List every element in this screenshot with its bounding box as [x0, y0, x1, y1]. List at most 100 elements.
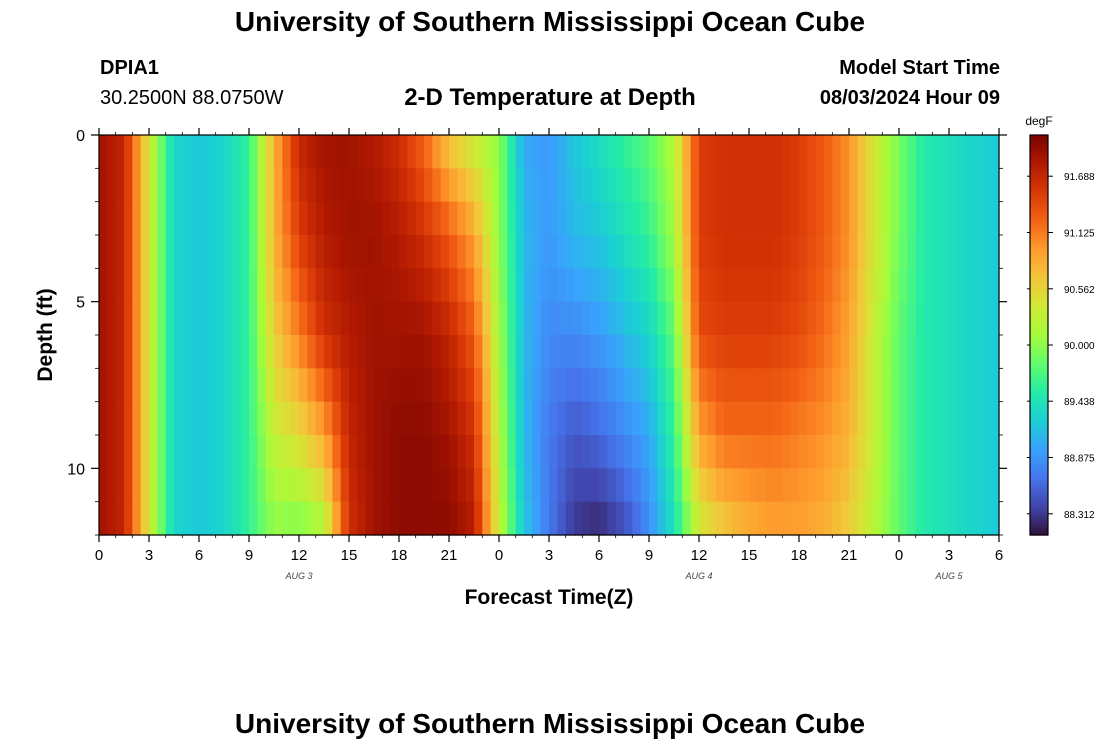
heatmap-cell: [274, 335, 283, 369]
heatmap-cell: [649, 168, 658, 203]
heatmap-cell: [507, 268, 517, 303]
heatmap-cell: [615, 501, 625, 536]
heatmap-cell: [990, 135, 1000, 169]
colorbar-segment: [1030, 321, 1048, 326]
heatmap-cell: [424, 501, 433, 536]
heatmap-cell: [265, 501, 275, 536]
heatmap-cell: [757, 168, 767, 203]
heatmap-cell: [149, 301, 158, 336]
heatmap-cell: [424, 435, 433, 469]
heatmap-cell: [607, 135, 617, 169]
heatmap-cell: [349, 268, 358, 303]
heatmap-cell: [774, 368, 783, 403]
heatmap-cell: [457, 235, 467, 269]
heatmap-cell: [932, 235, 942, 269]
heatmap-cell: [590, 501, 600, 536]
heatmap-cell: [340, 368, 350, 403]
heatmap-cell: [765, 335, 775, 369]
heatmap-cell: [224, 335, 233, 369]
heatmap-cell: [315, 135, 325, 169]
heatmap-cell: [240, 468, 250, 503]
heatmap-cell: [815, 235, 825, 269]
heatmap-cell: [824, 368, 833, 403]
colorbar-segment: [1030, 388, 1048, 393]
colorbar-segment: [1030, 325, 1048, 329]
heatmap-cell: [932, 468, 942, 503]
colorbar-segment: [1030, 371, 1048, 376]
heatmap-cell: [965, 201, 975, 236]
heatmap-cell: [615, 135, 625, 169]
heatmap-cell: [640, 501, 650, 536]
heatmap-cell: [374, 235, 383, 269]
heatmap-cell: [415, 368, 425, 403]
heatmap-cell: [690, 301, 700, 336]
heatmap-cell: [157, 201, 167, 236]
heatmap-cell: [665, 135, 675, 169]
heatmap-cell: [482, 435, 492, 469]
heatmap-cell: [832, 301, 842, 336]
heatmap-cell: [707, 168, 717, 203]
heatmap-cell: [982, 235, 992, 269]
heatmap-cell: [765, 368, 775, 403]
heatmap-cell: [507, 368, 517, 403]
heatmap-cell: [174, 435, 183, 469]
heatmap-cell: [224, 235, 233, 269]
heatmap-cell: [290, 135, 300, 169]
heatmap-cell: [499, 268, 508, 303]
heatmap-cell: [524, 401, 533, 436]
heatmap-cell: [399, 435, 408, 469]
heatmap-cell: [649, 468, 658, 503]
heatmap-cell: [840, 368, 850, 403]
heatmap-cell: [199, 268, 208, 303]
colorbar-segment: [1030, 191, 1048, 196]
heatmap-cell: [649, 235, 658, 269]
heatmap-cell: [732, 135, 742, 169]
heatmap-cell: [965, 468, 975, 503]
heatmap-cell: [607, 435, 617, 469]
heatmap-cell: [715, 168, 725, 203]
heatmap-cell: [982, 468, 992, 503]
heatmap-cell: [957, 468, 967, 503]
heatmap-cell: [574, 301, 583, 336]
heatmap-cell: [515, 301, 525, 336]
heatmap-cell: [315, 401, 325, 436]
colorbar: [1030, 135, 1048, 536]
heatmap-cell: [215, 268, 225, 303]
heatmap-cell: [874, 168, 883, 203]
heatmap-cell: [574, 335, 583, 369]
heatmap-cell: [857, 435, 867, 469]
heatmap-cell: [515, 235, 525, 269]
heatmap-cell: [940, 368, 950, 403]
heatmap-cell: [232, 235, 242, 269]
heatmap-cell: [657, 301, 667, 336]
colorbar-segment: [1030, 155, 1048, 159]
heatmap-cell: [432, 435, 442, 469]
heatmap-cell: [624, 135, 633, 169]
heatmap-cell: [382, 268, 392, 303]
heatmap-cell: [357, 401, 367, 436]
heatmap-cell: [807, 468, 817, 503]
heatmap-cell: [574, 201, 583, 236]
heatmap-cell: [424, 468, 433, 503]
heatmap-cell: [374, 368, 383, 403]
heatmap-cell: [582, 368, 592, 403]
heatmap-cell: [149, 468, 158, 503]
heatmap-cell: [707, 335, 717, 369]
heatmap-cell: [499, 135, 508, 169]
colorbar-segment: [1030, 421, 1048, 426]
heatmap-cell: [482, 301, 492, 336]
heatmap-cell: [640, 168, 650, 203]
heatmap-cell: [182, 435, 192, 469]
heatmap-cell: [849, 468, 858, 503]
heatmap-cell: [749, 268, 758, 303]
heatmap-cell: [715, 135, 725, 169]
heatmap-cell: [590, 468, 600, 503]
heatmap-cell: [574, 168, 583, 203]
heatmap-cell: [799, 201, 808, 236]
heatmap-cell: [682, 301, 692, 336]
heatmap-cell: [557, 168, 567, 203]
heatmap-cell: [407, 368, 417, 403]
heatmap-cell: [440, 468, 450, 503]
heatmap-cell: [840, 268, 850, 303]
colorbar-segment: [1030, 521, 1048, 526]
